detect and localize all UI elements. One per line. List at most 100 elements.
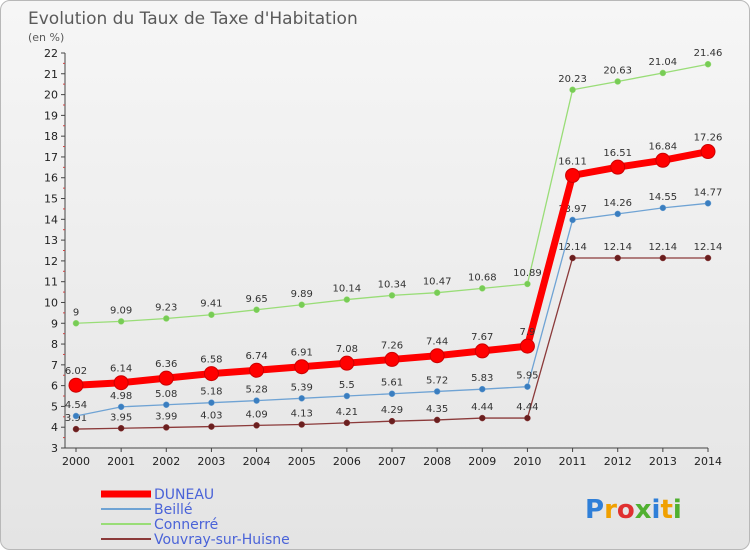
data-point bbox=[298, 395, 305, 402]
data-label: 4.13 bbox=[291, 409, 313, 420]
data-point bbox=[68, 377, 84, 393]
y-tick-label: 19 bbox=[44, 109, 58, 122]
logo-letter: r bbox=[604, 495, 617, 525]
data-point bbox=[253, 422, 260, 429]
data-label: 21.04 bbox=[649, 57, 678, 68]
data-label: 16.84 bbox=[649, 141, 678, 152]
data-point bbox=[524, 383, 531, 390]
data-point bbox=[519, 338, 535, 354]
logo-letter: P bbox=[585, 495, 604, 525]
data-point bbox=[569, 216, 576, 224]
data-point bbox=[72, 412, 80, 420]
data-point bbox=[158, 370, 174, 386]
data-point bbox=[569, 254, 576, 262]
data-point bbox=[433, 416, 441, 424]
data-point bbox=[704, 60, 712, 68]
data-point bbox=[117, 318, 125, 325]
data-label: 9.65 bbox=[245, 294, 267, 305]
x-tick-label: 2006 bbox=[333, 455, 361, 468]
data-label: 10.34 bbox=[378, 279, 407, 290]
data-label: 4.44 bbox=[516, 402, 538, 413]
data-point bbox=[384, 351, 400, 367]
logo-letter: i bbox=[673, 495, 682, 525]
legend-label: Connerré bbox=[154, 517, 218, 533]
data-point bbox=[113, 375, 129, 391]
y-tick-label: 17 bbox=[44, 151, 58, 164]
data-point bbox=[294, 359, 310, 375]
data-label: 16.11 bbox=[558, 156, 587, 167]
x-tick-label: 2001 bbox=[107, 455, 135, 468]
data-label: 3.99 bbox=[155, 411, 177, 422]
series-2: 9 9.09 9.23 9.41 9.65 9.89 10.14 10.34 10.47 10.6… bbox=[72, 48, 723, 327]
data-point bbox=[208, 311, 215, 318]
data-label: 6.91 bbox=[291, 348, 313, 359]
data-point bbox=[610, 159, 626, 175]
data-point bbox=[433, 388, 441, 395]
data-point bbox=[72, 320, 80, 327]
data-label: 5.08 bbox=[155, 389, 177, 400]
data-label: 6.58 bbox=[200, 355, 222, 366]
data-point bbox=[474, 343, 490, 359]
data-point bbox=[208, 423, 215, 430]
data-point bbox=[343, 419, 351, 427]
x-tick-label: 2009 bbox=[468, 455, 496, 468]
y-tick-label: 8 bbox=[51, 338, 58, 351]
data-label: 20.23 bbox=[558, 74, 587, 85]
data-point bbox=[524, 280, 531, 288]
x-tick-label: 2008 bbox=[423, 455, 451, 468]
logo-letter: x bbox=[635, 495, 652, 525]
data-label: 5.72 bbox=[426, 375, 448, 386]
x-tick-label: 2005 bbox=[288, 455, 316, 468]
data-label: 16.51 bbox=[603, 148, 632, 159]
data-label: 12.14 bbox=[694, 242, 723, 253]
data-point bbox=[343, 392, 351, 400]
data-label: 5.39 bbox=[291, 382, 313, 393]
data-label: 5.5 bbox=[339, 380, 355, 391]
y-tick-label: 13 bbox=[44, 234, 58, 247]
data-label: 14.26 bbox=[603, 198, 632, 209]
x-tick-label: 2004 bbox=[243, 455, 271, 468]
data-point bbox=[479, 385, 486, 393]
chart-title: Evolution du Taux de Taxe d'Habitation bbox=[28, 9, 358, 29]
legend-label: Vouvray-sur-Huisne bbox=[154, 532, 290, 548]
data-label: 3.95 bbox=[110, 412, 132, 423]
logo-letter: i bbox=[652, 495, 661, 525]
data-point bbox=[117, 425, 125, 432]
y-tick-label: 16 bbox=[44, 172, 58, 185]
data-point bbox=[659, 69, 667, 77]
data-label: 6.74 bbox=[245, 351, 267, 362]
data-point bbox=[253, 397, 260, 404]
data-point bbox=[614, 78, 621, 85]
x-tick-label: 2014 bbox=[694, 455, 722, 468]
y-tick-label: 3 bbox=[51, 442, 58, 455]
x-tick-label: 2002 bbox=[152, 455, 180, 468]
data-label: 4.03 bbox=[200, 411, 222, 422]
y-tick-label: 4 bbox=[51, 421, 58, 434]
data-point bbox=[208, 399, 215, 406]
data-label: 5.18 bbox=[200, 387, 222, 398]
y-tick-label: 10 bbox=[44, 296, 58, 309]
data-point bbox=[298, 421, 305, 428]
y-tick-label: 12 bbox=[44, 255, 58, 268]
data-point bbox=[298, 301, 305, 309]
data-point bbox=[655, 152, 671, 168]
data-label: 10.47 bbox=[423, 277, 452, 288]
data-point bbox=[479, 414, 486, 422]
data-label: 14.55 bbox=[649, 192, 678, 203]
data-point bbox=[163, 424, 170, 431]
data-point bbox=[249, 362, 265, 378]
x-tick-label: 2010 bbox=[513, 455, 541, 468]
data-label: 4.29 bbox=[381, 405, 403, 416]
data-label: 4.09 bbox=[245, 409, 267, 420]
data-point bbox=[388, 292, 396, 299]
data-point bbox=[659, 254, 667, 262]
data-point bbox=[569, 86, 576, 94]
x-tick-label: 2013 bbox=[649, 455, 677, 468]
y-tick-label: 15 bbox=[44, 193, 58, 206]
data-label: 10.89 bbox=[513, 268, 542, 279]
data-label: 7.44 bbox=[426, 337, 448, 348]
data-label: 21.46 bbox=[694, 48, 723, 59]
data-point bbox=[614, 210, 621, 218]
